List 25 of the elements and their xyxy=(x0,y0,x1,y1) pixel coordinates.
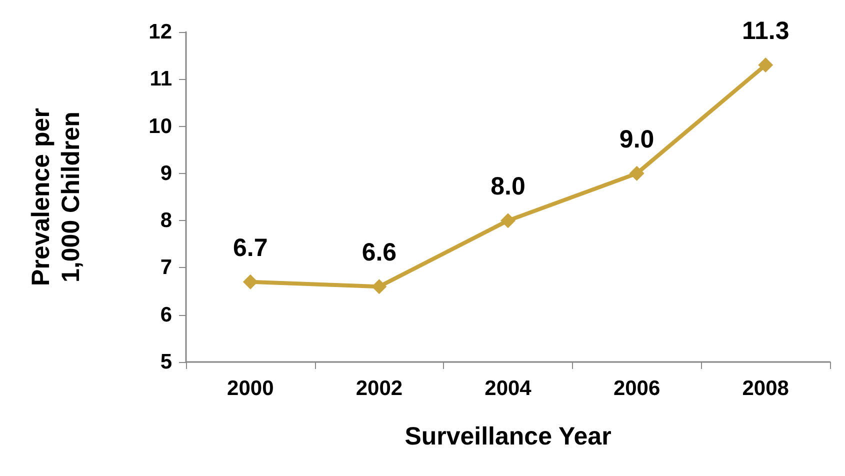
point xyxy=(629,166,644,181)
point xyxy=(500,213,516,228)
x-tick-label: 2006 xyxy=(613,377,660,400)
x-tick-label: 2008 xyxy=(742,377,790,400)
data-label: 11.3 xyxy=(742,17,790,45)
x-axis-title: Surveillance Year xyxy=(404,422,612,450)
data-label: 9.0 xyxy=(619,125,654,154)
x-tick-label: 2002 xyxy=(356,377,403,400)
y-tick-label: 11 xyxy=(150,68,172,91)
x-tick-label: 2004 xyxy=(484,377,532,400)
y-tick-label: 5 xyxy=(160,350,172,374)
y-tick-label: 10 xyxy=(148,114,172,138)
y-tick-label: 8 xyxy=(160,209,172,232)
y-tick-label: 6 xyxy=(160,303,172,326)
y-tick-label: 7 xyxy=(160,256,172,280)
point xyxy=(242,274,258,290)
y-axis-title: Prevalence per 1,000 Children xyxy=(27,108,85,286)
point xyxy=(758,58,774,72)
data-label: 8.0 xyxy=(490,172,526,201)
data-label: 6.6 xyxy=(362,238,397,267)
x-tick-label: 2000 xyxy=(227,377,274,400)
point xyxy=(372,279,387,294)
data-label: 6.7 xyxy=(233,234,268,262)
y-tick-label: 9 xyxy=(160,162,172,185)
y-tick-label: 12 xyxy=(148,20,172,44)
